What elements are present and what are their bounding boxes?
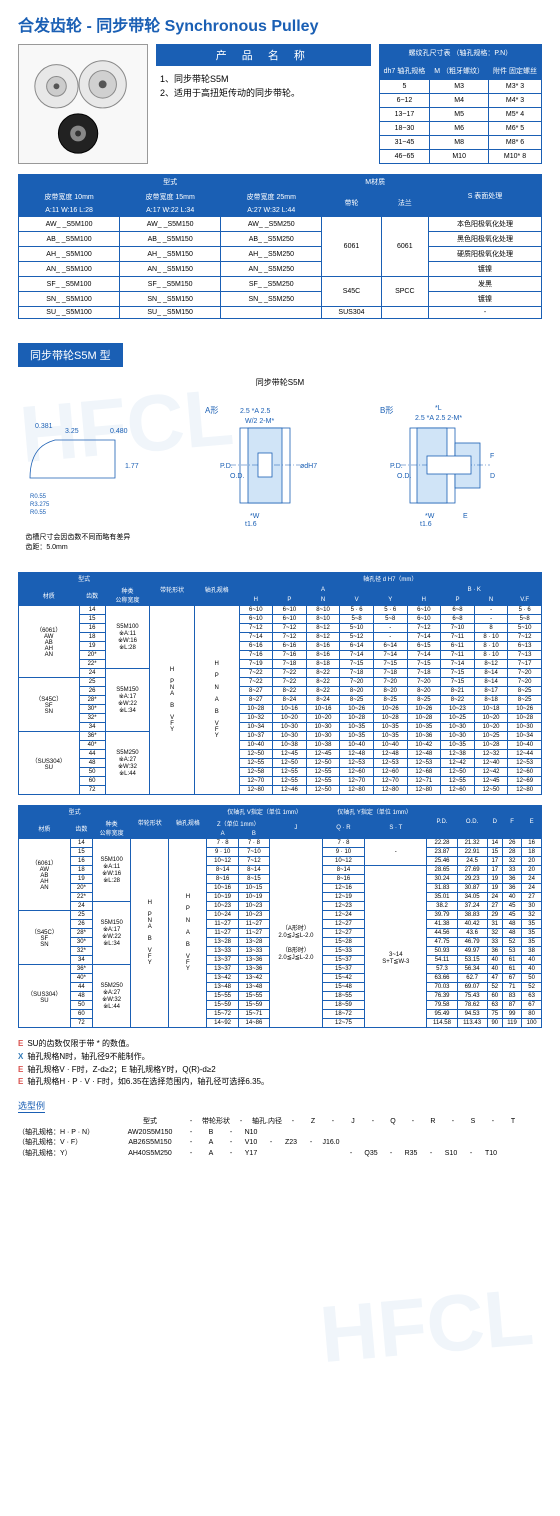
svg-text:A形: A形 bbox=[205, 406, 218, 415]
svg-text:2.5 *A 2.5 2-M*: 2.5 *A 2.5 2-M* bbox=[415, 415, 462, 422]
selection-example: 选型例 型式-带轮形状-轴孔.内径-Z-J-Q-R-S-T（轴孔规格：H · P… bbox=[18, 1099, 542, 1159]
svg-text:F: F bbox=[490, 453, 494, 460]
svg-text:0.480: 0.480 bbox=[110, 428, 128, 435]
svg-text:E: E bbox=[463, 513, 468, 520]
page-title: 合发齿轮 - 同步带轮 Synchronous Pulley bbox=[18, 12, 542, 36]
description: 1、同步带轮S5M 2、适用于高扭矩传动的同步带轮。 bbox=[156, 72, 371, 101]
svg-text:*L: *L bbox=[435, 405, 442, 412]
svg-text:P.D.: P.D. bbox=[390, 463, 403, 470]
svg-text:t1.6: t1.6 bbox=[245, 521, 257, 528]
svg-text:0.381: 0.381 bbox=[35, 423, 53, 430]
product-name-header: 产 品 名 称 bbox=[156, 44, 371, 66]
svg-text:2.5 *A 2.5: 2.5 *A 2.5 bbox=[240, 408, 270, 415]
section-header: 同步带轮S5M 型 bbox=[18, 343, 123, 367]
svg-text:R3.275: R3.275 bbox=[30, 502, 50, 508]
type-material-table: 型式 M材质 S 表面处理 皮带宽度 10mm 皮带宽度 15mm 皮带宽度 2… bbox=[18, 174, 542, 319]
svg-text:t1.6: t1.6 bbox=[420, 521, 432, 528]
svg-text:*W: *W bbox=[425, 513, 435, 520]
svg-text:3.25: 3.25 bbox=[65, 428, 79, 435]
dimension-table: 型式 带轮形状 轴孔规格 仅轴孔 V指定（单位 1mm） 仅轴孔 Y指定（单位 … bbox=[18, 805, 542, 1028]
product-image bbox=[18, 44, 148, 164]
svg-text:*W: *W bbox=[250, 513, 260, 520]
svg-text:D: D bbox=[490, 473, 495, 480]
svg-text:B形: B形 bbox=[380, 406, 393, 415]
svg-text:ødH7: ødH7 bbox=[300, 463, 317, 470]
bore-diameter-table: 型式 带轮形状 轴孔规格 轴孔径 d H7（mm） 材质 齿数 种类 公称宽度 … bbox=[18, 572, 542, 795]
svg-text:R0.55: R0.55 bbox=[30, 510, 47, 516]
technical-diagrams: 0.381 3.25 0.480 1.77 R0.55 R3.275 R0.55… bbox=[18, 398, 542, 552]
svg-text:O.D.: O.D. bbox=[397, 473, 411, 480]
svg-text:1.77: 1.77 bbox=[125, 463, 139, 470]
watermark: HFCL bbox=[316, 1271, 536, 1381]
svg-text:P.D.: P.D. bbox=[220, 463, 233, 470]
notes-section: ESU的齿数仅限于带 * 的数值。X轴孔规格N时，轴孔径9不能制作。E轴孔规格V… bbox=[18, 1038, 542, 1089]
diagram-title: 同步带轮S5M bbox=[18, 377, 542, 388]
svg-text:W/2 2-M*: W/2 2-M* bbox=[245, 418, 274, 425]
svg-text:R0.55: R0.55 bbox=[30, 494, 47, 500]
screw-hole-table: 螺纹孔尺寸表 （轴孔规格：P.N） dh7 轴孔规格 M （粗牙螺纹） 附件 固… bbox=[379, 44, 542, 164]
svg-text:O.D.: O.D. bbox=[230, 473, 244, 480]
